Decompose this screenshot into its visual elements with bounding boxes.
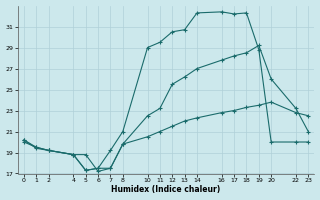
X-axis label: Humidex (Indice chaleur): Humidex (Indice chaleur) bbox=[111, 185, 221, 194]
